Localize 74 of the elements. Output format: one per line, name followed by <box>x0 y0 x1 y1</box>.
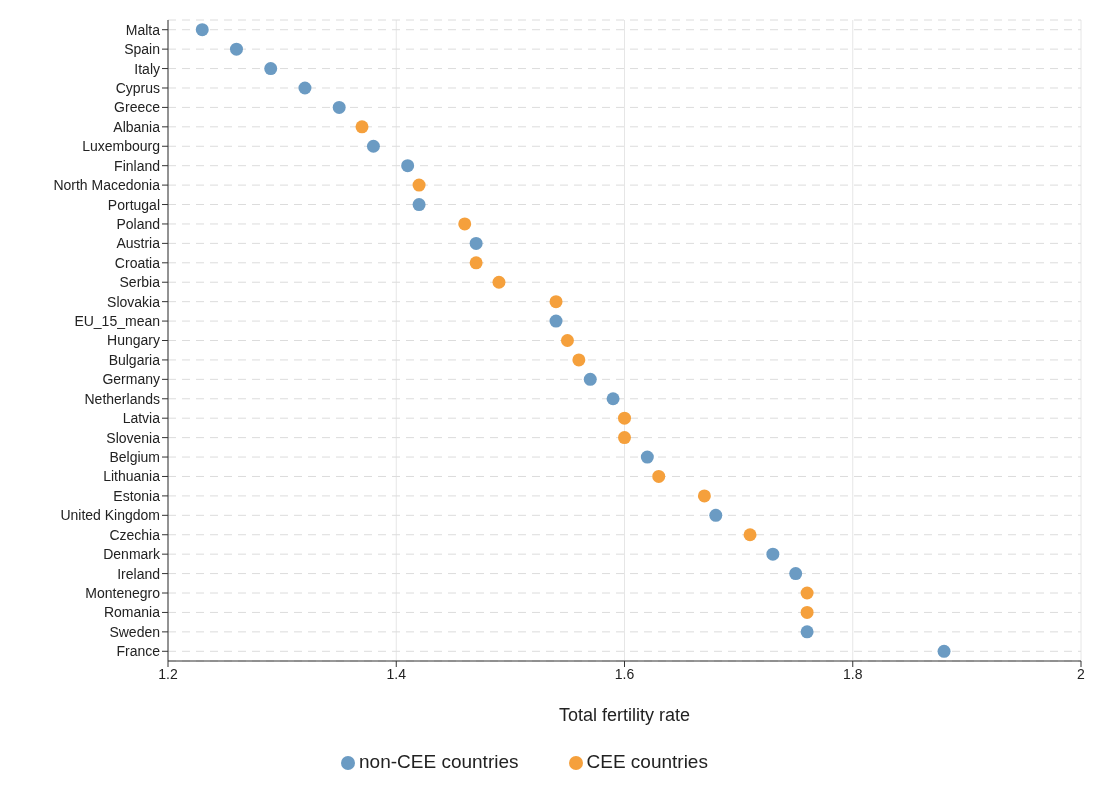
y-tick-label: Belgium <box>109 449 160 466</box>
y-tick-label: Croatia <box>114 254 161 271</box>
y-tick-label: Austria <box>116 235 161 252</box>
y-tick-label: Luxembourg <box>82 138 160 155</box>
point <box>800 605 814 619</box>
point <box>743 528 757 542</box>
point <box>618 431 631 445</box>
point <box>652 469 666 483</box>
point <box>229 42 243 56</box>
y-tick-label: Slovenia <box>106 429 161 446</box>
y-tick-label: Cyprus <box>115 79 160 96</box>
y-tick-label: Denmark <box>103 546 161 563</box>
y-tick-label: Poland <box>116 215 160 232</box>
point <box>789 567 803 581</box>
y-tick-label: EU_15_mean <box>74 313 160 330</box>
y-tick-label: Germany <box>102 371 160 388</box>
point <box>766 547 780 561</box>
legend-label: CEE countries <box>586 751 708 772</box>
point <box>366 139 380 153</box>
y-tick-label: Latvia <box>122 410 161 427</box>
x-tick-label: 1.8 <box>843 665 863 682</box>
point <box>469 236 483 250</box>
point <box>298 81 312 95</box>
point <box>709 508 723 522</box>
point <box>572 353 586 367</box>
point <box>583 372 597 386</box>
point <box>697 489 711 503</box>
legend-label: non-CEE countries <box>359 751 519 772</box>
point <box>800 586 814 600</box>
point <box>412 178 426 192</box>
y-tick-label: Italy <box>134 60 160 77</box>
point <box>560 334 574 347</box>
point <box>549 295 563 309</box>
point <box>195 23 209 37</box>
y-tick-label: Netherlands <box>84 390 160 407</box>
y-tick-label: United Kingdom <box>60 507 160 524</box>
y-tick-label: Hungary <box>107 332 160 349</box>
x-tick-label: 1.2 <box>158 665 178 682</box>
y-tick-label: Albania <box>113 118 161 135</box>
y-tick-label: Lithuania <box>103 468 161 485</box>
y-tick-label: Sweden <box>109 623 160 640</box>
y-tick-label: Spain <box>124 41 160 58</box>
point <box>264 62 278 76</box>
y-tick-label: Ireland <box>117 565 160 582</box>
point <box>401 159 415 173</box>
y-tick-label: Malta <box>125 21 161 38</box>
x-axis-title: Total fertility rate <box>558 705 691 725</box>
y-tick-label: France <box>116 643 161 660</box>
y-tick-label: Finland <box>114 157 160 174</box>
y-tick-label: Bulgaria <box>108 351 161 368</box>
point <box>458 217 472 231</box>
point <box>492 275 506 289</box>
y-tick-label: Montenegro <box>85 584 161 601</box>
y-tick-label: Serbia <box>119 274 161 291</box>
point <box>937 644 951 658</box>
x-tick-label: 1.4 <box>386 665 407 682</box>
y-tick-label: North Macedonia <box>53 177 161 194</box>
point <box>606 392 620 406</box>
x-tick-label: 2 <box>1077 665 1086 682</box>
y-tick-label: Greece <box>114 99 161 116</box>
x-tick-label: 1.6 <box>614 665 635 682</box>
y-tick-label: Estonia <box>113 487 161 504</box>
point <box>618 411 631 425</box>
y-tick-label: Czechia <box>109 526 161 543</box>
point <box>549 314 563 328</box>
y-tick-label: Slovakia <box>107 293 161 310</box>
y-tick-label: Romania <box>103 604 161 621</box>
point <box>469 256 483 270</box>
point <box>412 198 426 212</box>
y-tick-label: Portugal <box>107 196 160 213</box>
point <box>355 120 369 134</box>
point <box>800 625 814 639</box>
point <box>640 450 654 464</box>
point <box>332 100 346 114</box>
